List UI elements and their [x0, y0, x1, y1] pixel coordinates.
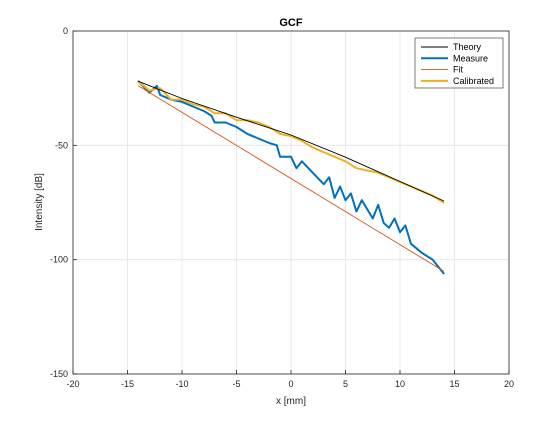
series-measure-line — [137, 80, 445, 275]
ticks: -20 -15 -10 -5 0 5 10 15 200-50-100-150 — [50, 26, 514, 389]
legend-box — [414, 37, 504, 89]
series-layer — [137, 80, 445, 275]
x-tick-label: -20 — [66, 379, 79, 389]
legend-label-theory: Theory — [453, 42, 482, 52]
x-tick-label: 5 — [343, 379, 348, 389]
x-tick-label: 10 — [395, 379, 405, 389]
y-tick-label: -50 — [55, 140, 68, 150]
x-tick-label: -15 — [121, 379, 134, 389]
legend-label-measure: Measure — [453, 53, 488, 63]
x-tick-label: -10 — [175, 379, 188, 389]
legend-label-calibrated: Calibrated — [453, 76, 494, 86]
y-tick-label: 0 — [63, 26, 68, 36]
x-tick-label: 20 — [504, 379, 514, 389]
y-tick-label: -150 — [50, 369, 68, 379]
x-tick-label: 15 — [449, 379, 459, 389]
x-tick-label: 0 — [288, 379, 293, 389]
chart-title: GCF — [279, 17, 303, 29]
x-axis-label: x [mm] — [276, 396, 306, 407]
y-tick-label: -100 — [50, 255, 68, 265]
x-tick-label: -5 — [232, 379, 240, 389]
series-theory-line — [137, 80, 445, 202]
legend-label-fit: Fit — [453, 65, 463, 75]
series-fit-line — [137, 85, 445, 272]
series-calibrated-line — [137, 80, 445, 204]
y-axis-label: Intensity [dB] — [34, 173, 45, 231]
